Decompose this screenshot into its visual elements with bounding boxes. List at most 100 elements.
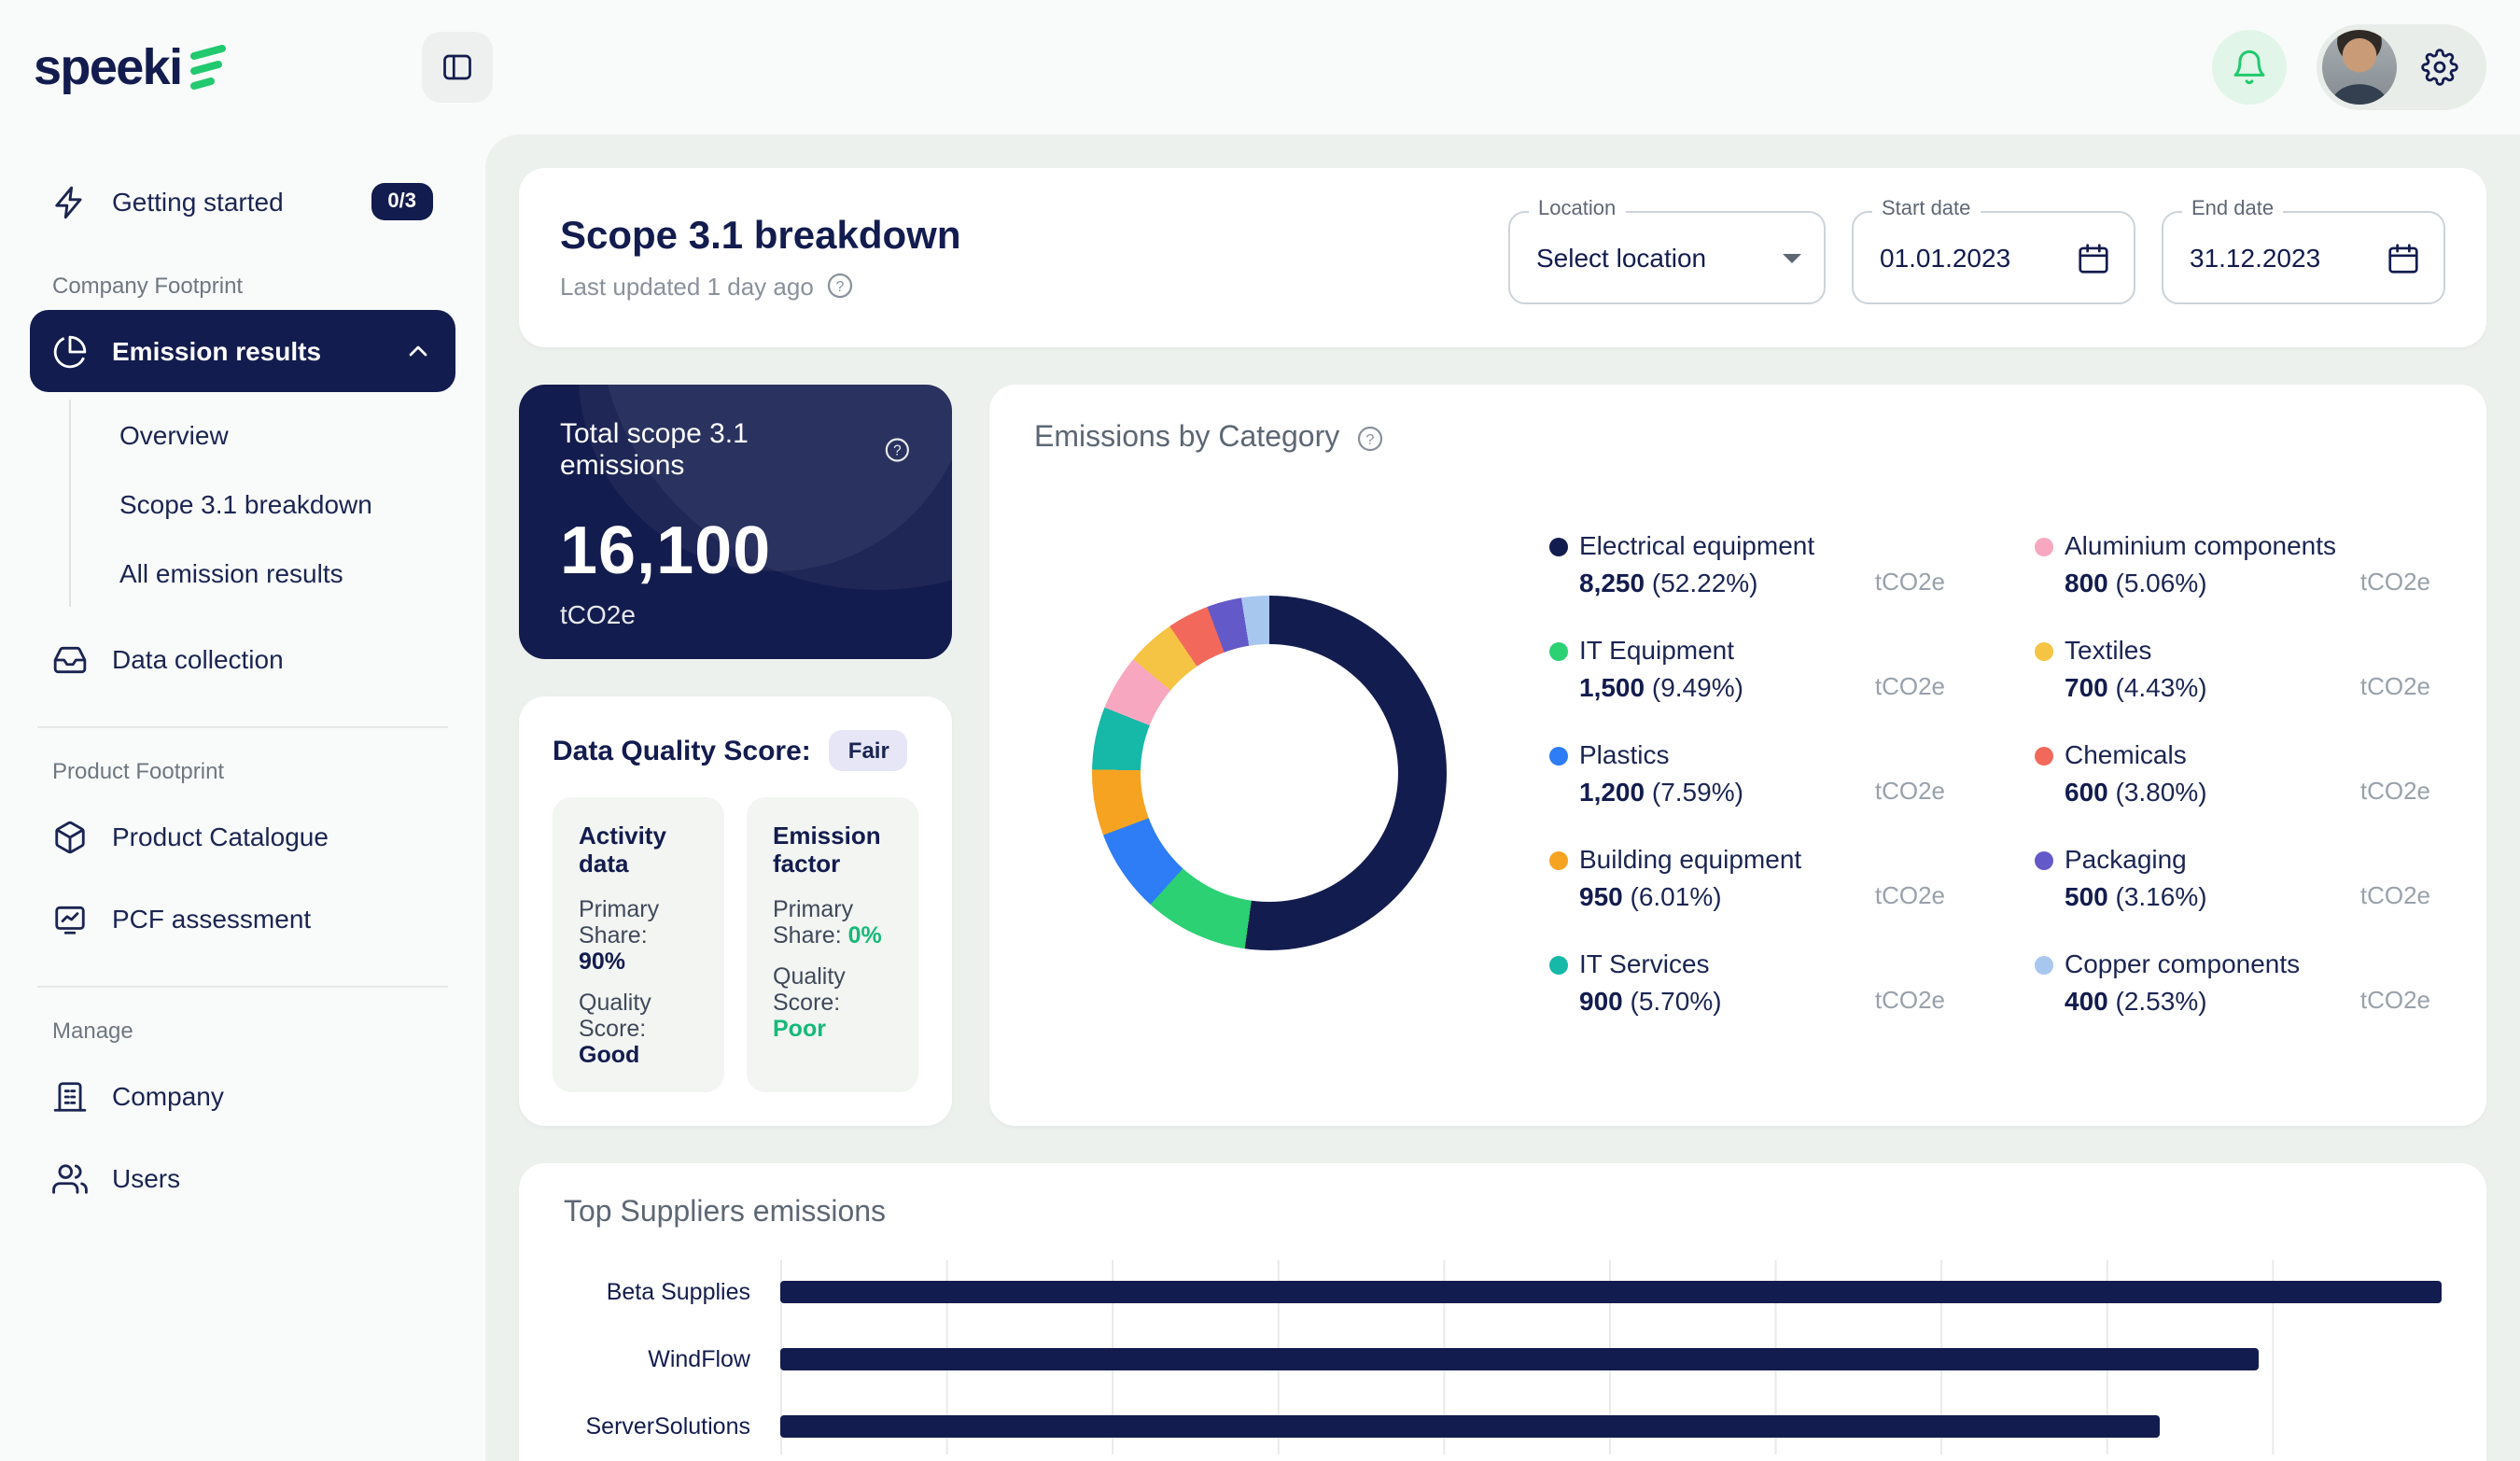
help-icon[interactable]: ? (825, 271, 855, 301)
location-value: Select location (1536, 243, 1706, 273)
notifications-button[interactable] (2212, 30, 2287, 105)
topbar: speeki (0, 0, 2520, 134)
legend-label: Textiles (2065, 634, 2430, 664)
legend-color-dot (2035, 537, 2053, 555)
filters: Location Select location Start date 01.0… (1508, 211, 2445, 304)
sidebar-item-label: Users (112, 1163, 180, 1193)
sidebar-item-label: PCF assessment (112, 904, 311, 934)
supplier-label: WindFlow (564, 1346, 750, 1372)
progress-badge: 0/3 (371, 183, 433, 220)
legend-label: IT Equipment (1579, 634, 1945, 664)
svg-text:?: ? (1365, 432, 1374, 448)
legend-color-dot (2035, 850, 2053, 869)
sidebar-subitem-overview[interactable]: Overview (71, 400, 455, 469)
legend-value: 700 (4.43%) (2065, 671, 2360, 701)
sidebar-item-data-collection[interactable]: Data collection (30, 618, 455, 700)
avatar[interactable] (2322, 30, 2397, 105)
calendar-icon (2386, 240, 2421, 275)
sidebar-item-users[interactable]: Users (30, 1137, 455, 1219)
supplier-row: ServerSolutions (564, 1413, 2442, 1440)
end-date-label: End date (2182, 198, 2283, 220)
legend-label: Plastics (1579, 738, 1945, 768)
legend-value: 1,500 (9.49%) (1579, 671, 1875, 701)
sidebar-item-getting-started[interactable]: Getting started 0/3 (30, 161, 455, 243)
legend-color-dot (2035, 641, 2053, 660)
legend-unit: tCO2e (2360, 776, 2430, 806)
primary-share-value: 0% (848, 922, 882, 948)
sidebar-item-pcf-assessment[interactable]: PCF assessment (30, 878, 455, 960)
legend-label: Copper components (2065, 948, 2430, 977)
activity-data-title: Activity data (579, 822, 698, 878)
logo[interactable]: speeki (34, 38, 407, 96)
location-select[interactable]: Location Select location (1508, 211, 1826, 304)
legend-label: Packaging (2065, 843, 2430, 873)
emission-factor-title: Emission factor (773, 822, 892, 878)
sidebar-subitem-scope-breakdown[interactable]: Scope 3.1 breakdown (71, 469, 455, 538)
sidebar-subitem-all-results[interactable]: All emission results (71, 538, 455, 607)
sidebar-toggle-button[interactable] (422, 32, 493, 103)
chevron-up-icon (403, 336, 433, 366)
legend-value: 500 (3.16%) (2065, 880, 2360, 910)
page-header-left: Scope 3.1 breakdown Last updated 1 day a… (560, 215, 961, 301)
sidebar-item-emission-results[interactable]: Emission results (30, 310, 455, 392)
legend-col-1: Electrical equipment8,250 (52.22%)tCO2e I… (1549, 529, 1945, 1015)
legend-item: IT Equipment1,500 (9.49%)tCO2e (1549, 634, 1945, 701)
quality-badge: Fair (830, 730, 908, 771)
sidebar-item-label: Data collection (112, 644, 284, 674)
total-emissions-unit: tCO2e (560, 599, 911, 629)
supplier-bar (780, 1415, 2159, 1438)
legend-unit: tCO2e (2360, 880, 2430, 910)
supplier-label: ServerSolutions (564, 1413, 750, 1440)
sidebar-item-company[interactable]: Company (30, 1055, 455, 1137)
primary-share-label: Primary Share: (773, 896, 853, 948)
help-icon[interactable]: ? (882, 435, 911, 465)
bolt-icon (52, 184, 90, 219)
last-updated-text: Last updated 1 day ago (560, 272, 814, 300)
emissions-by-category-card: Emissions by Category ? Electrical equip… (989, 385, 2486, 1126)
quality-score-value: Good (579, 1042, 639, 1068)
emission-factor-panel: Emission factor Primary Share: 0% Qualit… (747, 797, 918, 1092)
supplier-row: WindFlow (564, 1346, 2442, 1372)
sidebar-item-label: Product Catalogue (112, 822, 329, 851)
page-header-card: Scope 3.1 breakdown Last updated 1 day a… (519, 168, 2486, 347)
chart-board-icon (52, 901, 90, 936)
legend-color-dot (1549, 955, 1568, 974)
quality-score-label: Quality Score: (773, 963, 846, 1016)
quality-score-label: Quality Score: (579, 990, 651, 1042)
sidebar-item-label: Getting started (112, 187, 284, 217)
legend-unit: tCO2e (2360, 985, 2430, 1015)
sidebar: Getting started 0/3 Company Footprint Em… (0, 134, 485, 1461)
legend-label: Building equipment (1579, 843, 1945, 873)
legend-value: 8,250 (52.22%) (1579, 567, 1875, 597)
location-label: Location (1529, 198, 1625, 220)
legend-value: 1,200 (7.59%) (1579, 776, 1875, 806)
legend-item: Electrical equipment8,250 (52.22%)tCO2e (1549, 529, 1945, 597)
donut-chart-area (1045, 595, 1493, 949)
calendar-icon (2076, 240, 2111, 275)
legend-item: Chemicals600 (3.80%)tCO2e (2035, 738, 2430, 806)
legend-value: 800 (5.06%) (2065, 567, 2360, 597)
sidebar-divider (37, 726, 448, 728)
section-label-product-footprint: Product Footprint (52, 758, 433, 784)
supplier-bar-track (780, 1281, 2442, 1303)
sidebar-item-product-catalogue[interactable]: Product Catalogue (30, 795, 455, 878)
settings-button[interactable] (2408, 35, 2471, 99)
box-icon (52, 819, 90, 854)
supplier-bar-track (780, 1348, 2442, 1370)
app-window: speeki (0, 0, 2520, 1461)
help-icon[interactable]: ? (1354, 424, 1384, 454)
top-suppliers-card: Top Suppliers emissions Beta SuppliesWin… (519, 1163, 2486, 1461)
legend-unit: tCO2e (1875, 880, 1945, 910)
start-date-field[interactable]: Start date 01.01.2023 (1852, 211, 2135, 304)
logo-mark-icon (188, 44, 229, 92)
users-icon (52, 1160, 90, 1196)
emission-results-submenu: Overview Scope 3.1 breakdown All emissio… (69, 400, 455, 607)
start-date-value: 01.01.2023 (1880, 243, 2010, 273)
sidebar-item-label: Emission results (112, 336, 321, 366)
left-column: Total scope 3.1 emissions ? 16,100 tCO2e… (519, 385, 952, 1126)
legend-item: Building equipment950 (6.01%)tCO2e (1549, 843, 1945, 910)
quality-score-value: Poor (773, 1016, 826, 1042)
legend-label: Aluminium components (2065, 529, 2430, 559)
end-date-field[interactable]: End date 31.12.2023 (2162, 211, 2445, 304)
legend-unit: tCO2e (2360, 671, 2430, 701)
